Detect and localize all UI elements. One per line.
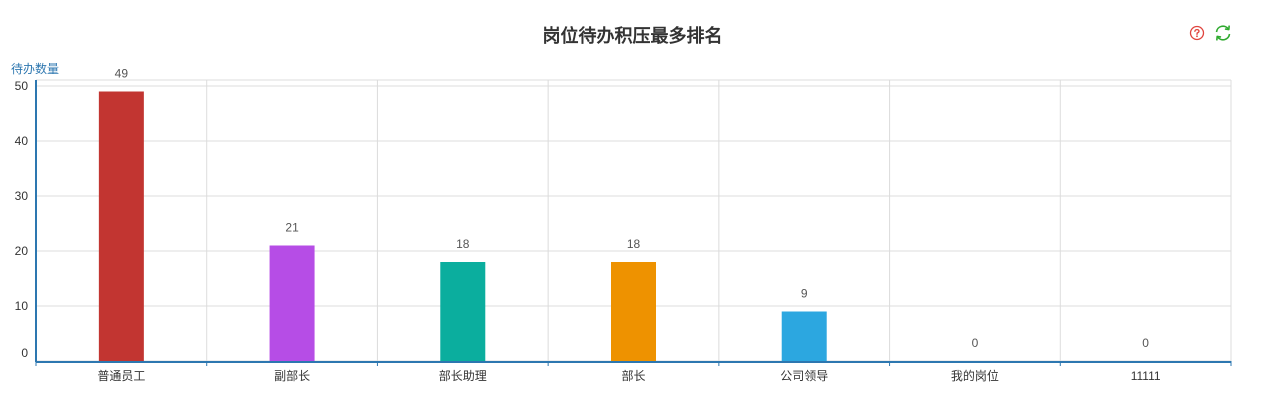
data-label: 0 [1142, 336, 1149, 350]
y-tick-label: 30 [15, 189, 29, 203]
data-label: 0 [972, 336, 979, 350]
bar [98, 91, 144, 361]
x-tick-label: 普通员工 [97, 369, 145, 383]
x-tick-label: 副部长 [274, 368, 310, 383]
bar [611, 262, 656, 361]
chart-title: 岗位待办积压最多排名 [542, 26, 723, 46]
data-label: 18 [627, 237, 641, 251]
data-label: 18 [456, 237, 470, 251]
data-label: 49 [115, 67, 129, 81]
data-label: 9 [801, 287, 808, 301]
y-tick-label: 10 [15, 299, 29, 313]
x-tick-label: 11111 [1131, 369, 1161, 383]
x-tick-label: 部长助理 [439, 368, 487, 383]
y-tick-label: 40 [15, 134, 29, 148]
help-icon[interactable] [1186, 22, 1208, 44]
y-tick-label: 50 [15, 79, 29, 93]
bar [781, 311, 827, 361]
x-tick-label: 部长 [621, 368, 645, 383]
data-label: 21 [285, 221, 299, 235]
chart-toolbar [1186, 22, 1246, 44]
y-tick-label: 0 [21, 346, 28, 360]
y-axis-label: 待办数量 [11, 61, 59, 76]
refresh-icon[interactable] [1212, 22, 1234, 44]
bar [269, 245, 315, 361]
bar [440, 262, 486, 361]
x-tick-label: 我的岗位 [951, 368, 999, 383]
y-tick-label: 20 [15, 244, 29, 258]
x-tick-label: 公司领导 [780, 369, 828, 383]
